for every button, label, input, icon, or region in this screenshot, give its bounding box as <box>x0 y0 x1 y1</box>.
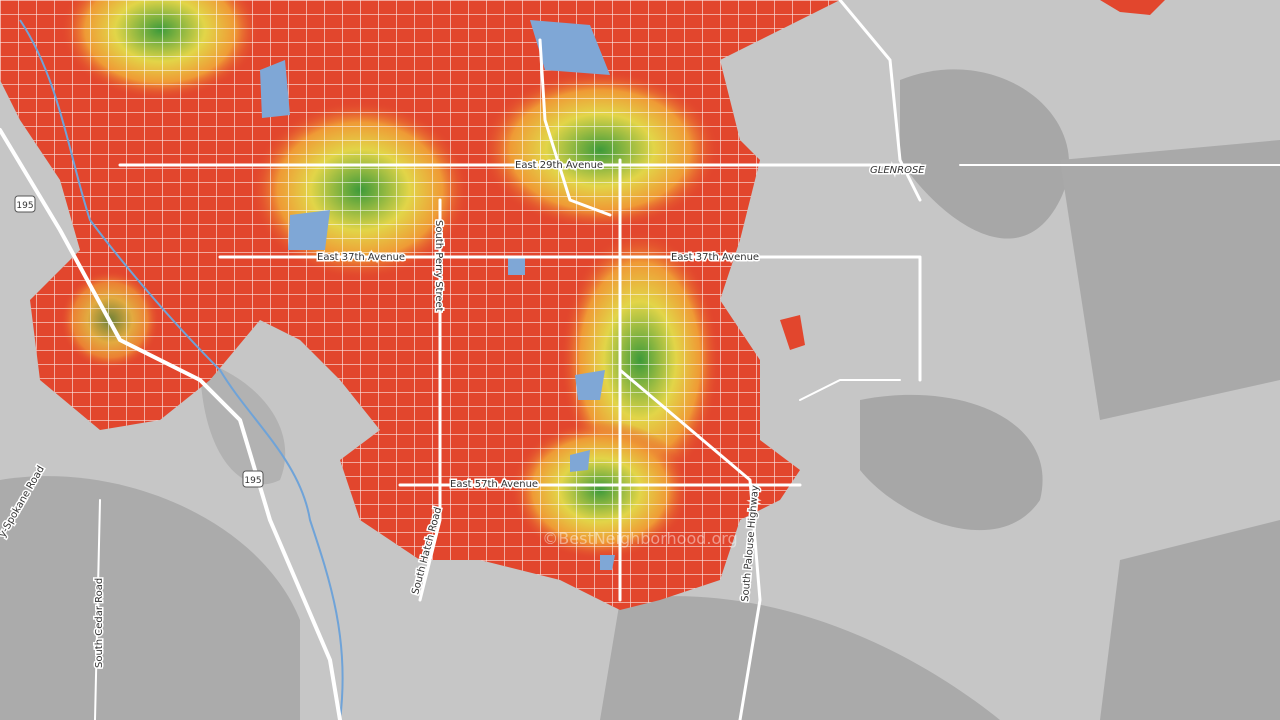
river <box>19 19 344 720</box>
watermark: ©BestNeighborhood.org <box>542 529 737 548</box>
terrain <box>0 69 1280 720</box>
street-label: East 57th Avenue <box>450 479 538 490</box>
street-label: East 37th Avenue <box>317 252 405 263</box>
street-label: South Perry Street <box>433 220 444 312</box>
street-label: South Cedar Road <box>94 578 105 668</box>
shields: 195 195 <box>14 195 264 488</box>
shield <box>242 470 264 488</box>
area-label: GLENROSE <box>870 165 925 176</box>
street-label: East 37th Avenue <box>671 252 759 263</box>
shield-label: 195 <box>244 476 261 486</box>
street-label: East 29th Avenue <box>515 160 603 171</box>
shield <box>14 195 36 213</box>
heat-area <box>0 0 1165 610</box>
water <box>260 20 615 570</box>
shield-label: 195 <box>16 201 33 211</box>
